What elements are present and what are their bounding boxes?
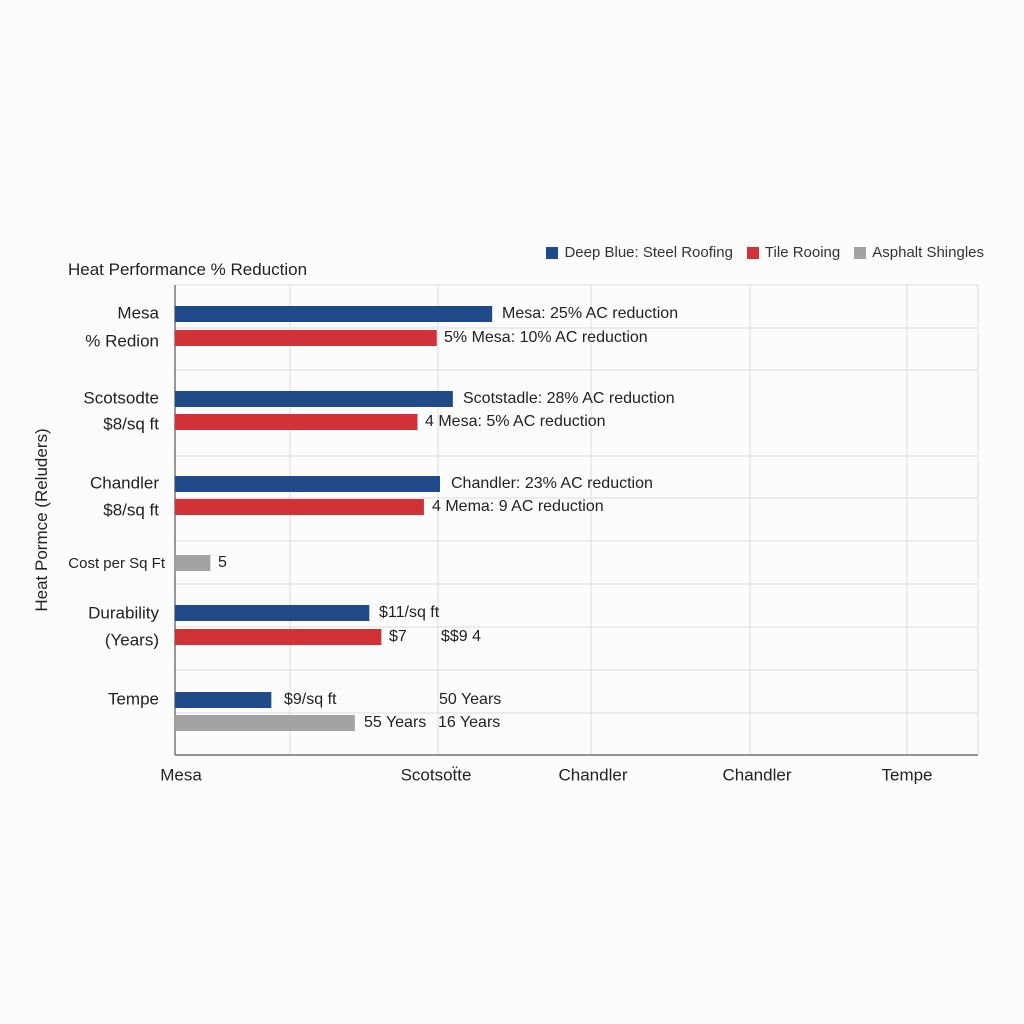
x-tick-label: Chandler bbox=[559, 765, 628, 784]
category-sublabel: $8/sq ft bbox=[103, 500, 159, 519]
bar-data-label: $11/sq ft bbox=[379, 604, 440, 621]
x-tick-label: Mesa bbox=[160, 765, 202, 784]
category-sublabel: $8/sq ft bbox=[103, 414, 159, 433]
bar-data-label: $9/sq ft bbox=[284, 691, 337, 708]
legend-swatch-steel bbox=[546, 246, 559, 259]
bar-data-label: 4 Mesa: 5% AC reduction bbox=[425, 413, 606, 430]
legend-swatch-asphalt bbox=[854, 246, 867, 259]
legend-label-asphalt: Asphalt Shingles bbox=[872, 244, 984, 261]
category-sublabel: (Years) bbox=[105, 630, 159, 649]
legend-item-steel: Deep Blue: Steel Roofing bbox=[546, 244, 733, 261]
x-tick-label: Tempe bbox=[881, 765, 932, 784]
category-sublabel: % Redion bbox=[85, 331, 159, 350]
category-label: Mesa bbox=[117, 303, 159, 322]
category-label: Chandler bbox=[90, 473, 159, 492]
bar bbox=[175, 715, 355, 731]
bar-data-label: 50 Years bbox=[439, 691, 501, 708]
bar-data-label: 16 Years bbox=[438, 714, 500, 731]
bar bbox=[175, 692, 272, 708]
bar bbox=[175, 414, 418, 430]
x-tick-label: Scotsoẗte bbox=[401, 765, 472, 784]
bar-data-label: 5 bbox=[218, 554, 227, 571]
bar-data-label: Chandler: 23% AC reduction bbox=[451, 475, 653, 492]
legend-item-tile: Tile Rooing bbox=[746, 244, 841, 261]
category-label: Cost per Sq Ft bbox=[68, 555, 166, 572]
bar-data-label: 5% Mesa: 10% AC reduction bbox=[444, 329, 648, 346]
legend-swatch-tile bbox=[746, 246, 759, 259]
bar bbox=[175, 605, 370, 621]
bar bbox=[175, 476, 440, 492]
bar bbox=[175, 629, 382, 645]
legend-item-asphalt: Asphalt Shingles bbox=[854, 244, 984, 261]
bar-data-label: Scotstadle: 28% AC reduction bbox=[463, 390, 675, 407]
category-label: Tempe bbox=[108, 689, 159, 708]
bar bbox=[175, 330, 437, 346]
category-label: Durability bbox=[88, 603, 159, 622]
chart-title: Heat Performance % Reduction bbox=[68, 260, 308, 279]
legend-label-steel: Deep Blue: Steel Roofing bbox=[564, 244, 733, 261]
bar-data-label: 4 Mema: 9 AC reduction bbox=[432, 498, 604, 515]
x-tick-label: Chandler bbox=[723, 765, 792, 784]
bar-data-label: $$9 4 bbox=[441, 628, 481, 645]
bar bbox=[175, 306, 493, 322]
bar bbox=[175, 499, 424, 515]
bar bbox=[175, 555, 211, 571]
bar-data-label: $7 bbox=[389, 628, 407, 645]
bar-data-label: Mesa: 25% AC reduction bbox=[502, 305, 678, 322]
legend-label-tile: Tile Rooing bbox=[764, 244, 841, 261]
bar bbox=[175, 391, 453, 407]
legend: Deep Blue: Steel Roofing Tile Rooing Asp… bbox=[546, 244, 984, 261]
bar-data-label: 55 Years bbox=[364, 714, 426, 731]
category-label: Scotsodte bbox=[83, 388, 159, 407]
